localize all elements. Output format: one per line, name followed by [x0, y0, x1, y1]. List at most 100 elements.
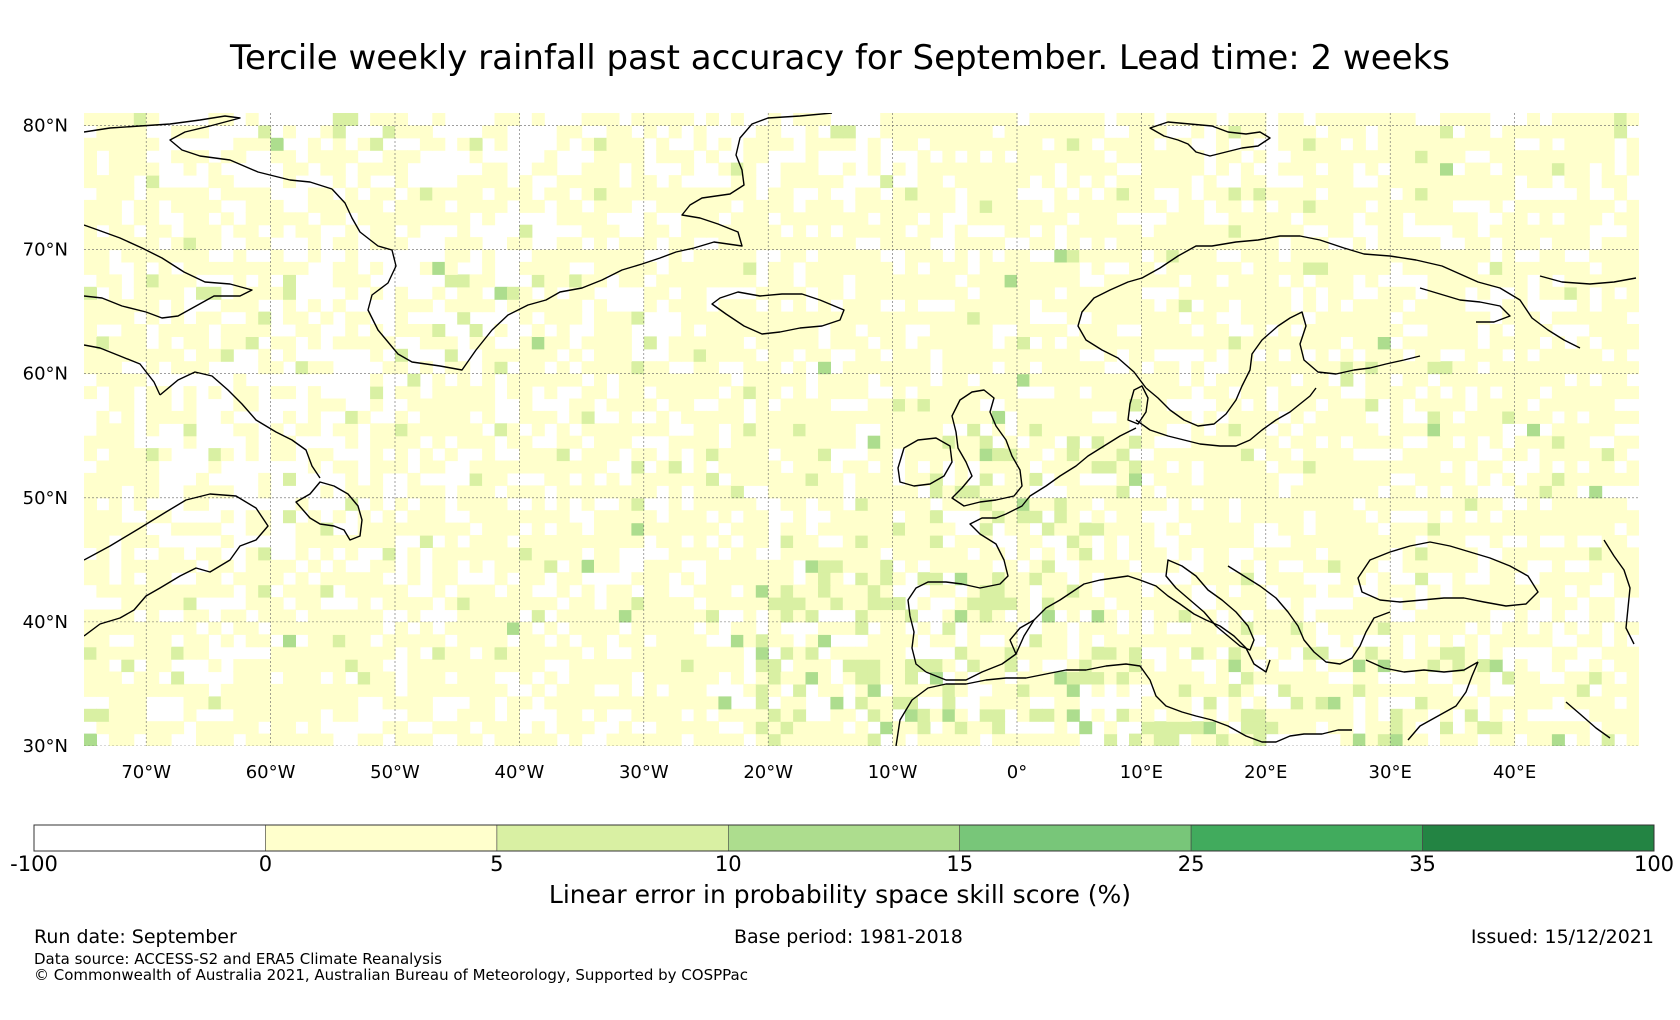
skill-cell: [842, 410, 856, 424]
skill-cell: [1129, 522, 1142, 536]
skill-cell: [307, 584, 321, 598]
skill-cell: [668, 150, 682, 164]
skill-cell: [992, 448, 1006, 462]
skill-cell: [1440, 435, 1453, 449]
skill-cell: [892, 137, 906, 151]
skill-cell: [917, 522, 931, 536]
skill-cell: [1340, 162, 1354, 176]
skill-cell: [1477, 497, 1491, 511]
skill-cell: [1203, 559, 1217, 573]
skill-cell: [1576, 683, 1590, 697]
skill-cell: [444, 597, 458, 611]
skill-cell: [706, 646, 719, 660]
skill-cell: [656, 572, 670, 586]
skill-cell: [1452, 187, 1466, 201]
skill-cell: [1551, 361, 1565, 375]
skill-cell: [1004, 584, 1018, 598]
skill-cell: [581, 448, 595, 462]
skill-cell: [855, 696, 869, 710]
skill-cell: [668, 634, 682, 648]
skill-cell: [743, 572, 757, 586]
skill-cell: [556, 535, 570, 548]
skill-cell: [1377, 336, 1391, 350]
skill-cell: [681, 572, 695, 586]
skill-cell: [519, 361, 533, 375]
skill-cell: [1303, 361, 1317, 375]
skill-cell: [917, 621, 931, 635]
skill-cell: [1129, 634, 1142, 648]
skill-cell: [1079, 410, 1093, 424]
skill-cell: [1253, 199, 1267, 213]
skill-cell: [382, 113, 396, 126]
skill-cell: [1551, 162, 1565, 176]
skill-cell: [146, 646, 160, 660]
skill-cell: [730, 324, 744, 337]
skill-cell: [1303, 423, 1317, 437]
skill-cell: [979, 597, 993, 611]
skill-cell: [917, 199, 931, 213]
skill-cell: [183, 199, 197, 213]
skill-cell: [444, 336, 458, 350]
skill-cell: [307, 199, 321, 213]
skill-cell: [245, 311, 259, 325]
skill-cell: [96, 113, 110, 126]
skill-cell: [507, 696, 520, 710]
skill-cell: [233, 373, 247, 387]
skill-cell: [1017, 162, 1030, 176]
skill-cell: [656, 522, 670, 536]
skill-cell: [1091, 522, 1105, 536]
skill-cell: [880, 336, 894, 350]
skill-cell: [1191, 249, 1205, 263]
skill-cell: [1427, 448, 1441, 462]
skill-cell: [482, 212, 496, 226]
skill-cell: [892, 621, 906, 635]
skill-cell: [905, 460, 918, 474]
skill-cell: [1240, 733, 1254, 746]
skill-cell: [133, 373, 147, 387]
skill-cell: [332, 199, 346, 213]
skill-cell: [656, 721, 670, 735]
skill-cell: [1041, 572, 1055, 586]
skill-cell: [718, 299, 732, 313]
skill-cell: [867, 448, 881, 462]
skill-cell: [544, 311, 558, 325]
skill-cell: [594, 137, 607, 151]
skill-cell: [929, 274, 943, 288]
skill-cell: [108, 621, 122, 635]
skill-cell: [618, 597, 632, 611]
skill-cell: [382, 125, 396, 139]
skill-cell: [307, 448, 321, 462]
skill-cell: [668, 113, 682, 126]
skill-cell: [1253, 150, 1267, 164]
skill-cell: [929, 448, 943, 462]
skill-cell: [1601, 535, 1615, 548]
skill-cell: [1116, 274, 1130, 288]
skill-cell: [1303, 398, 1317, 412]
skill-cell: [519, 547, 533, 561]
skill-cell: [1601, 721, 1615, 735]
skill-cell: [1104, 671, 1118, 685]
skill-cell: [1079, 460, 1093, 474]
skill-cell: [1166, 137, 1180, 151]
skill-cell: [805, 137, 819, 151]
skill-cell: [1340, 547, 1354, 561]
skill-cell: [196, 547, 209, 561]
skill-cell: [718, 348, 732, 362]
skill-cell: [618, 423, 632, 437]
skill-cell: [1091, 646, 1105, 660]
skill-cell: [743, 150, 757, 164]
skill-cell: [1203, 113, 1217, 126]
skill-cell: [1539, 286, 1553, 300]
skill-cell: [780, 237, 794, 251]
skill-cell: [233, 721, 247, 735]
skill-cell: [594, 535, 607, 548]
skill-cell: [1377, 113, 1391, 126]
skill-cell: [1427, 311, 1441, 325]
skill-cell: [1290, 162, 1304, 176]
skill-cell: [469, 597, 483, 611]
skill-cell: [780, 162, 794, 176]
skill-cell: [1129, 497, 1142, 511]
skill-cell: [743, 187, 757, 201]
skill-cell: [818, 286, 831, 300]
skill-cell: [146, 572, 160, 586]
